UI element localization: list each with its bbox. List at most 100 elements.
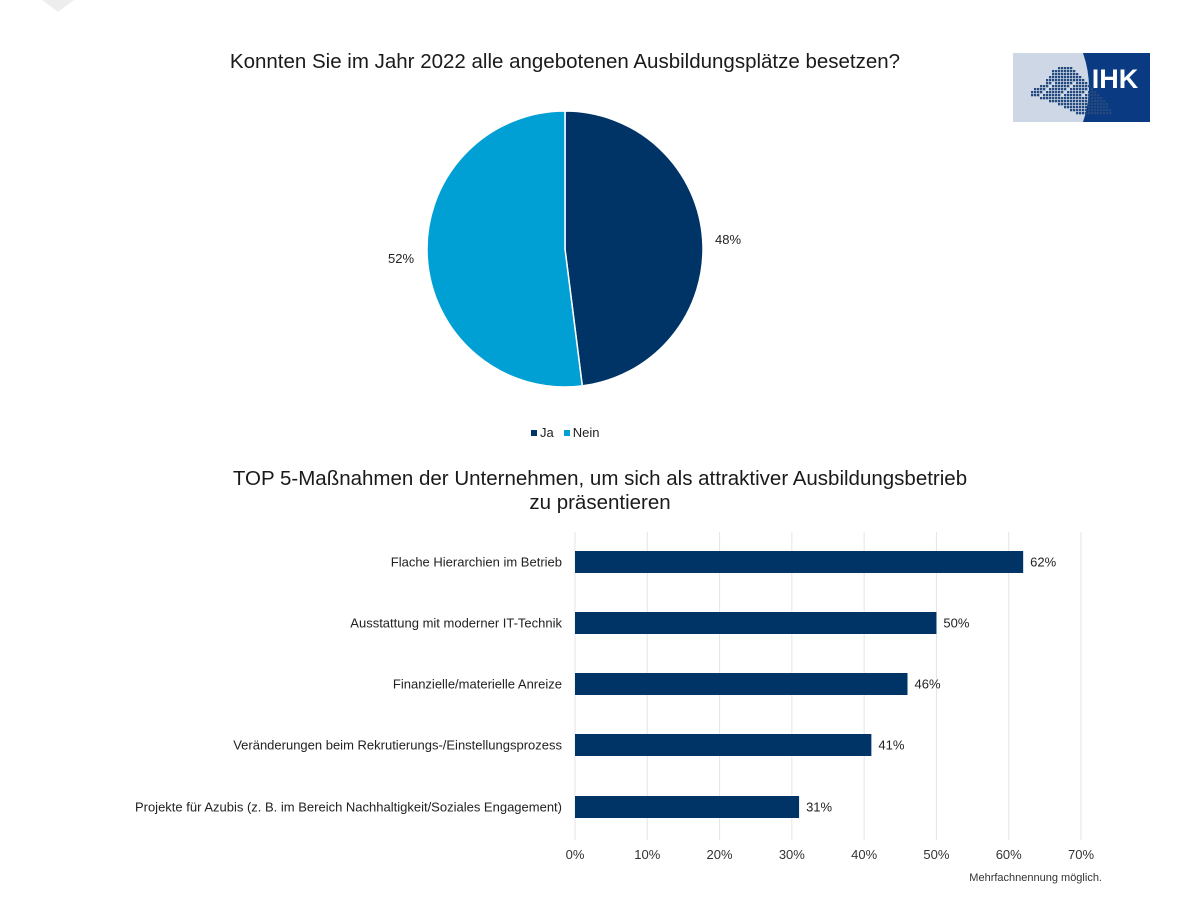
logo-pixel	[1079, 88, 1082, 91]
logo-pixel	[1052, 70, 1055, 73]
logo-pixel	[1052, 76, 1055, 79]
logo-pixel	[1040, 91, 1043, 94]
logo-pixel	[1082, 97, 1085, 100]
logo-pixel	[1049, 97, 1052, 100]
logo-pixel	[1061, 85, 1064, 88]
logo-pixel	[1040, 85, 1043, 88]
logo-pixel	[1076, 91, 1079, 94]
logo-pixel	[1052, 88, 1055, 91]
category-label: Projekte für Azubis (z. B. im Bereich Na…	[135, 800, 562, 815]
footnote: Mehrfachnennung möglich.	[969, 872, 1102, 884]
logo-pixel	[1061, 67, 1064, 70]
logo-pixel	[1073, 106, 1076, 109]
bar-value-label: 31%	[806, 800, 832, 815]
logo-pixel	[1085, 109, 1088, 112]
bar	[575, 734, 872, 756]
logo-pixel	[1070, 97, 1073, 100]
logo-pixel	[1076, 79, 1079, 82]
logo-pixel	[1094, 112, 1097, 115]
logo-pixel	[1088, 85, 1091, 88]
logo-pixel	[1070, 76, 1073, 79]
logo-pixel	[1058, 91, 1061, 94]
x-tick-label: 60%	[996, 847, 1022, 862]
logo-pixel	[1067, 106, 1070, 109]
logo-pixel	[1064, 79, 1067, 82]
logo-pixel	[1064, 94, 1067, 97]
logo-pixel	[1094, 94, 1097, 97]
logo-pixel	[1097, 103, 1100, 106]
bar-chart-title: TOP 5-Maßnahmen der Unternehmen, um sich…	[180, 467, 1020, 515]
logo-pixel	[1052, 79, 1055, 82]
logo-pixel	[1106, 106, 1109, 109]
logo-pixel	[1034, 88, 1037, 91]
logo-pixel	[1091, 88, 1094, 91]
logo-pixel	[1088, 91, 1091, 94]
logo-pixel	[1091, 103, 1094, 106]
pie-slice-nein	[426, 110, 584, 388]
bar-value-label: 46%	[915, 677, 941, 692]
logo-pixel	[1061, 100, 1064, 103]
logo-pixel	[1067, 73, 1070, 76]
logo-pixel	[1064, 103, 1067, 106]
logo-pixel	[1085, 112, 1088, 115]
logo-pixel	[1064, 67, 1067, 70]
corner-tab	[42, 0, 74, 12]
logo-pixel	[1055, 73, 1058, 76]
logo-pixel	[1061, 82, 1064, 85]
logo-pixel	[1085, 94, 1088, 97]
logo-pixel	[1046, 85, 1049, 88]
logo-pixel	[1070, 88, 1073, 91]
logo-pixel	[1067, 103, 1070, 106]
logo-pixel	[1070, 109, 1073, 112]
logo-pixel	[1067, 76, 1070, 79]
logo-pixel	[1088, 103, 1091, 106]
logo-pixel	[1049, 79, 1052, 82]
logo-pixel	[1091, 106, 1094, 109]
logo-pixel	[1091, 97, 1094, 100]
logo-pixel	[1079, 97, 1082, 100]
logo-pixel	[1097, 109, 1100, 112]
logo-pixel	[1085, 100, 1088, 103]
logo-pixel	[1049, 100, 1052, 103]
logo-pixel	[1034, 91, 1037, 94]
logo-pixel	[1061, 70, 1064, 73]
logo-pixel	[1094, 97, 1097, 100]
logo-pixel	[1091, 109, 1094, 112]
x-tick-label: 70%	[1068, 847, 1094, 862]
logo-pixel	[1106, 109, 1109, 112]
logo-pixel	[1058, 103, 1061, 106]
logo-pixel	[1073, 79, 1076, 82]
logo-pixel	[1076, 88, 1079, 91]
logo-pixel	[1067, 100, 1070, 103]
logo-pixel	[1076, 97, 1079, 100]
logo-pixel	[1061, 76, 1064, 79]
logo-pixel	[1049, 82, 1052, 85]
logo-pixel	[1085, 97, 1088, 100]
logo-pixel	[1076, 109, 1079, 112]
logo-pixel	[1088, 106, 1091, 109]
legend-label-nein: Nein	[572, 425, 600, 440]
logo-pixel	[1064, 85, 1067, 88]
logo-pixel	[1037, 94, 1040, 97]
logo-pixel	[1088, 97, 1091, 100]
logo-pixel	[1094, 103, 1097, 106]
logo-pixel	[1064, 76, 1067, 79]
logo-pixel	[1070, 70, 1073, 73]
logo-pixel	[1073, 109, 1076, 112]
logo-pixel	[1103, 103, 1106, 106]
logo-pixel	[1079, 100, 1082, 103]
logo-pixel	[1079, 94, 1082, 97]
logo-pixel	[1070, 100, 1073, 103]
logo-pixel	[1052, 97, 1055, 100]
logo-pixel	[1073, 76, 1076, 79]
logo-pixel	[1103, 106, 1106, 109]
logo-pixel	[1055, 94, 1058, 97]
logo-pixel	[1067, 91, 1070, 94]
logo-pixel	[1058, 97, 1061, 100]
logo-pixel	[1088, 100, 1091, 103]
logo-pixel	[1076, 106, 1079, 109]
logo-pixel	[1043, 88, 1046, 91]
logo-pixel	[1064, 73, 1067, 76]
logo-pixel	[1082, 79, 1085, 82]
